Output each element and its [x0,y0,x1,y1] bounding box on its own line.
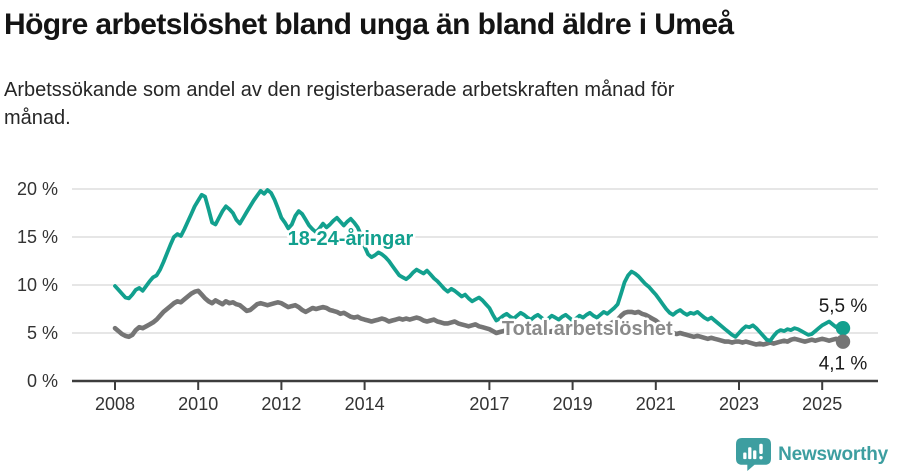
series-name-label: Total arbetslöshet [502,318,673,340]
x-axis-label: 2025 [802,394,842,414]
bar-chart-speech-bubble-icon [736,438,772,471]
bar-1 [743,452,747,460]
series-end-dot [835,334,851,349]
y-axis-label: 5 % [27,323,58,343]
x-axis-label: 2017 [469,394,509,414]
brand-name: Newsworthy [778,443,888,465]
y-axis-label: 15 % [17,227,58,247]
series-end-value-label: 4,1 % [819,354,868,375]
y-axis-label: 10 % [17,275,58,295]
x-axis-label: 2023 [719,394,759,414]
x-axis-label: 2008 [95,394,135,414]
x-axis-label: 2014 [345,394,385,414]
exclamation-dot [759,456,763,460]
y-axis-label: 20 % [17,179,58,199]
x-axis-label: 2012 [261,394,301,414]
series-end-dot [835,321,851,336]
x-axis-label: 2021 [636,394,676,414]
series-line [113,188,845,343]
exclamation-bar [759,443,763,454]
bar-2 [748,447,752,460]
bar-3 [753,450,757,460]
page-title: Högre arbetslöshet bland unga än bland ä… [4,8,734,41]
y-axis-label: 0 % [27,371,58,391]
x-axis-label: 2019 [553,394,593,414]
chart-subtitle: Arbetssökande som andel av den registerb… [4,79,675,129]
series-end-value-label: 5,5 % [819,296,868,317]
newsworthy-logo: Newsworthy [736,438,888,471]
series-name-label: 18-24-åringar [288,227,414,250]
x-axis-label: 2010 [178,394,218,414]
series-line [112,288,846,347]
